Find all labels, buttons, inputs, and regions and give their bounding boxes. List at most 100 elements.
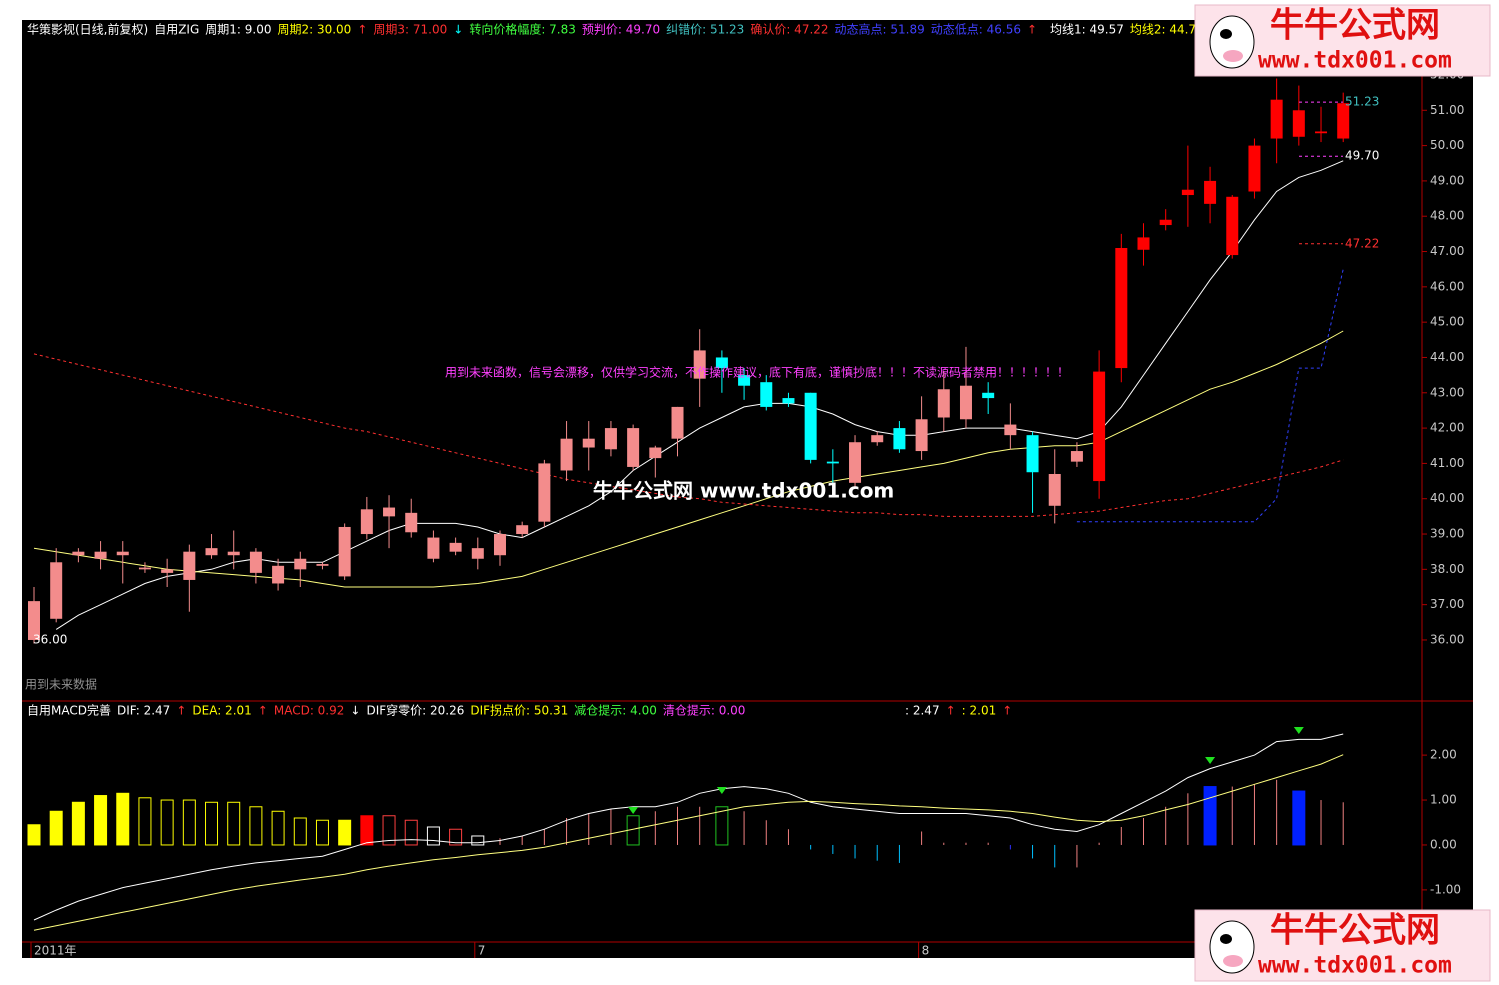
- y-tick-label: 43.00: [1430, 385, 1464, 399]
- signal-arrow: [1205, 757, 1216, 764]
- header-item: MACD: 0.92: [274, 704, 345, 718]
- header-item: DIF: 2.47: [117, 704, 170, 718]
- candle-body: [1026, 435, 1039, 473]
- price-label: 49.70: [1345, 149, 1379, 163]
- y-tick-label: 47.00: [1430, 244, 1464, 258]
- candle-body: [982, 392, 995, 399]
- macd-bar: [382, 815, 396, 846]
- candle-body: [227, 551, 240, 556]
- macd-bar: [404, 819, 418, 846]
- macd-bar: [116, 792, 130, 846]
- macd-bar: [1203, 786, 1217, 846]
- macd-bar: [338, 819, 352, 846]
- logo-url: www.tdx001.com: [1258, 953, 1452, 979]
- candle-body: [1137, 237, 1150, 250]
- header-item: DIF拐点价: 50.31: [470, 703, 568, 718]
- candle-body: [360, 509, 373, 535]
- candle-body: [449, 542, 462, 552]
- y-tick-label: 42.00: [1430, 421, 1464, 435]
- candle-body: [1070, 451, 1083, 462]
- candle-body: [649, 447, 662, 459]
- candle-body: [1048, 474, 1061, 506]
- macd-bar: [426, 826, 440, 846]
- candle-body: [427, 537, 440, 559]
- candle-body: [1204, 180, 1217, 204]
- logo-cow-nose: [1223, 955, 1243, 967]
- header-item: DIF穿零价: 20.26: [366, 703, 464, 718]
- price-label: 51.23: [1345, 95, 1379, 109]
- candle-body: [738, 375, 751, 386]
- indicator-line: [33, 330, 1344, 588]
- candle-body: [50, 562, 63, 619]
- y-tick-label: 0.00: [1430, 837, 1457, 851]
- candle-body: [1004, 424, 1017, 436]
- macd-bar: [227, 801, 241, 846]
- macd-bar: [182, 799, 196, 846]
- logo-title: 牛牛公式网: [1270, 911, 1440, 951]
- candle-body: [161, 569, 174, 573]
- x-tick-label: 7: [478, 944, 486, 958]
- annotation: 用到未来函数，信号会漂移，仅供学习交流，不作操作建议，底下有底，谨慎抄底！！！不…: [445, 365, 1069, 380]
- header-item: 均线2: 44.7: [1130, 23, 1196, 37]
- header-item: DEA: 2.01: [192, 704, 251, 718]
- logo-top: 牛牛公式网 www.tdx001.com: [1194, 4, 1491, 77]
- candle-body: [94, 551, 107, 559]
- candle-body: [1270, 99, 1283, 139]
- signal-arrow: [716, 787, 727, 794]
- y-tick-label: 37.00: [1430, 597, 1464, 611]
- header-item: 纠错价: 51.23: [666, 23, 744, 37]
- header-item: 周期3: 71.00: [373, 23, 447, 37]
- candle-body: [627, 428, 640, 467]
- candle-body: [138, 567, 151, 570]
- candle-body: [405, 512, 418, 533]
- header-item: : 2.01: [962, 704, 997, 718]
- macd-bar: [249, 806, 263, 846]
- header-item: 确认价: 47.22: [750, 23, 828, 37]
- header-item: 转向价格幅度: 7.83: [469, 22, 576, 37]
- header-item: ↑: [1002, 704, 1012, 718]
- header-item: 清仓提示: 0.00: [663, 703, 746, 718]
- candle-body: [871, 435, 884, 443]
- candle-body: [915, 419, 928, 452]
- candle-body: [183, 551, 196, 580]
- macd-bar: [471, 835, 485, 846]
- header-item: ↓: [350, 704, 360, 718]
- y-tick-label: 50.00: [1430, 138, 1464, 152]
- candle-body: [249, 551, 262, 573]
- candle-body: [383, 507, 396, 517]
- y-tick-label: 39.00: [1430, 527, 1464, 541]
- indicator-line: [33, 754, 1344, 931]
- candle-body: [316, 564, 329, 566]
- candle-body: [1337, 103, 1350, 139]
- header-item: 动态高点: 51.89: [835, 22, 925, 37]
- candle-body: [893, 428, 906, 450]
- header-item: 周期2: 30.00: [277, 23, 351, 37]
- candle-body: [1248, 145, 1261, 192]
- macd-bar: [160, 799, 174, 846]
- candle-body: [1093, 371, 1106, 482]
- y-tick-label: 2.00: [1430, 748, 1457, 762]
- y-tick-label: 40.00: [1430, 491, 1464, 505]
- candle-body: [1181, 189, 1194, 196]
- signal-arrow: [628, 807, 639, 814]
- y-tick-label: 36.00: [1430, 632, 1464, 646]
- logo-title: 牛牛公式网: [1270, 6, 1440, 46]
- candle-body: [205, 548, 218, 556]
- logo-cow-spot: [1220, 934, 1232, 944]
- y-tick-label: 41.00: [1430, 456, 1464, 470]
- x-tick-label: 2011年: [34, 944, 77, 958]
- header-item: ↑: [946, 704, 956, 718]
- logo-cow-nose: [1223, 50, 1243, 62]
- header-item: ↑: [1027, 23, 1037, 37]
- logo-url: www.tdx001.com: [1258, 48, 1452, 74]
- header-item: 华策影视(日线,前复权): [27, 22, 148, 37]
- indicator-line: [33, 733, 1344, 921]
- macd-bar: [71, 801, 85, 846]
- candle-body: [560, 438, 573, 471]
- macd-bar: [138, 797, 152, 846]
- macd-bar: [1292, 790, 1306, 846]
- watermark: 牛牛公式网 www.tdx001.com: [593, 479, 894, 503]
- header-item: 动态低点: 46.56: [931, 23, 1021, 37]
- plot-layer: 36.00 37.00 38.00 39.00 40.00 41.00 42.00 43.00…: [25, 22, 1464, 958]
- candle-body: [1115, 248, 1128, 369]
